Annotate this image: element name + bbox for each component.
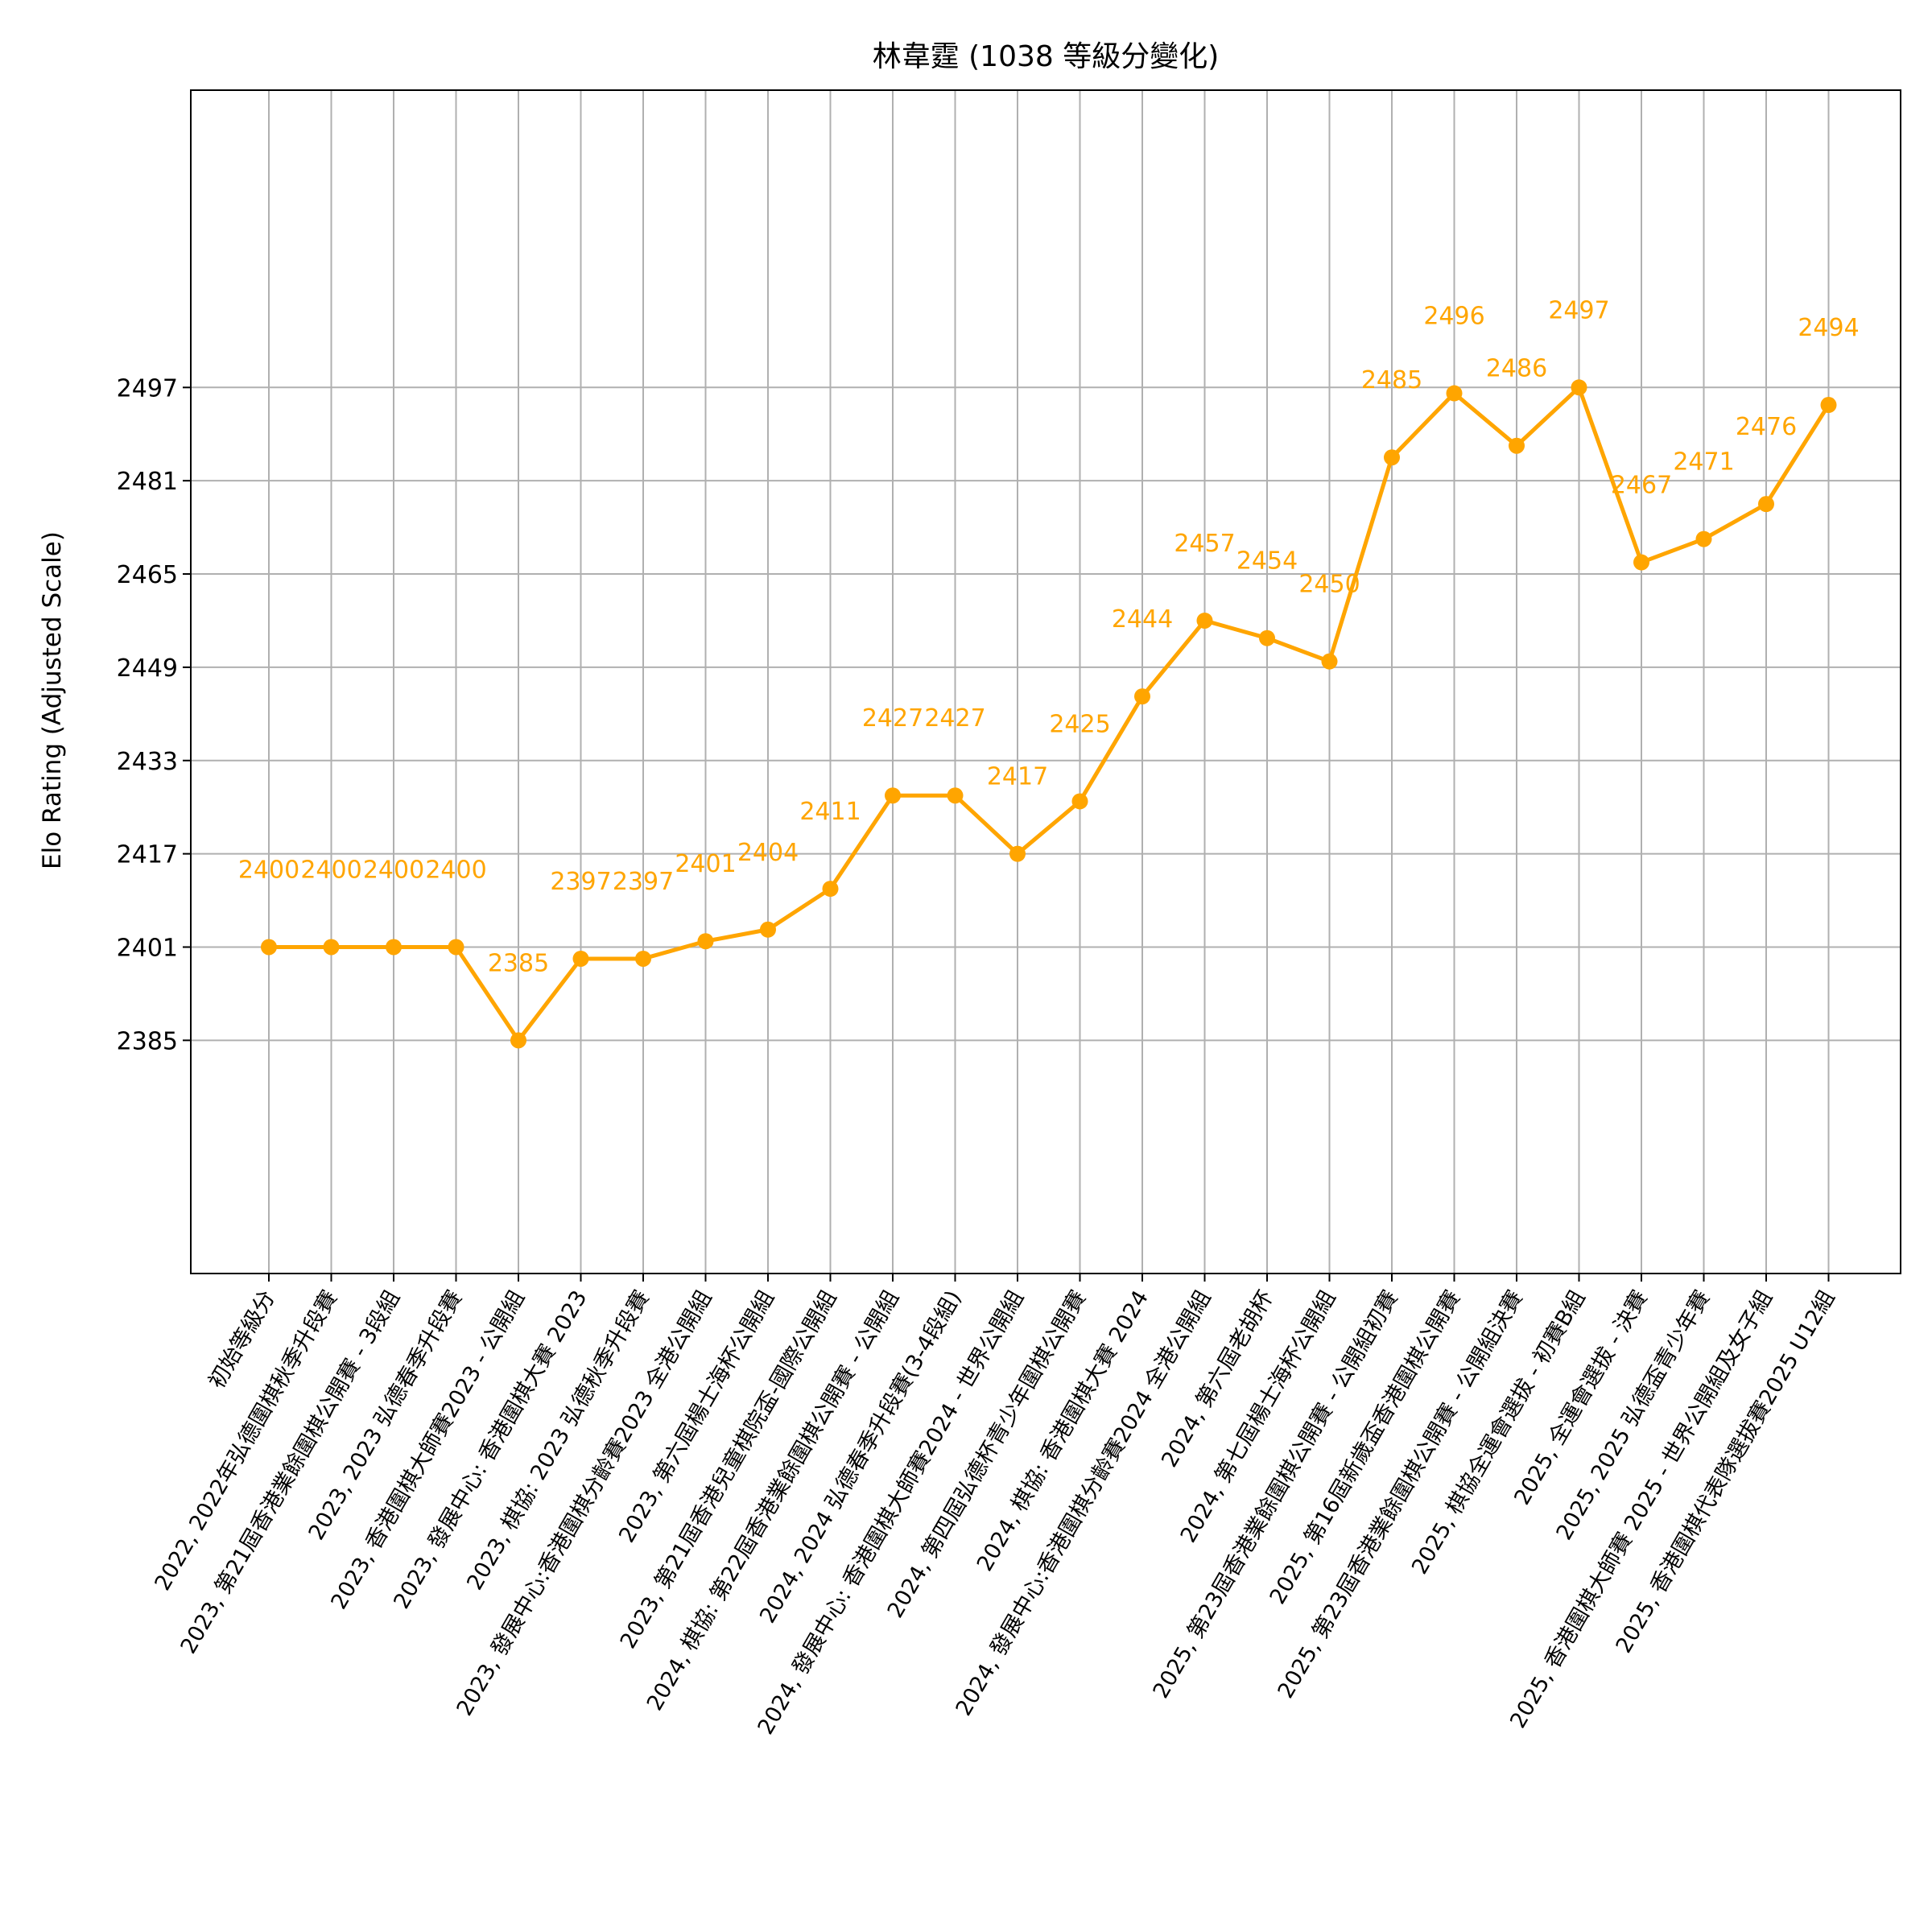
data-label: 2457	[1174, 530, 1235, 558]
y-tick-label: 2401	[117, 934, 178, 962]
data-label: 2397	[550, 868, 611, 896]
data-point	[1384, 449, 1400, 466]
data-label: 2450	[1298, 571, 1360, 599]
data-point	[947, 787, 964, 804]
data-point	[1134, 688, 1150, 705]
data-point	[386, 939, 402, 956]
data-point	[1758, 496, 1774, 513]
data-label: 2497	[1548, 296, 1609, 324]
data-points-group	[261, 379, 1837, 1049]
data-point	[885, 787, 901, 804]
data-point	[323, 939, 340, 956]
data-point	[448, 939, 464, 956]
y-tick-label: 2449	[117, 654, 178, 683]
data-label: 2476	[1736, 413, 1797, 441]
y-axis-ticks: 2385 2401 2417 2433 2449 2465 2481 2497	[117, 374, 191, 1055]
x-tick-label: 2024, 第六屆老胡杯	[1157, 1286, 1278, 1472]
data-label: 2444	[1112, 605, 1173, 634]
data-point	[1259, 630, 1275, 646]
data-label: 2417	[987, 763, 1048, 791]
data-label: 2471	[1673, 448, 1734, 477]
data-label: 2467	[1611, 472, 1672, 500]
data-label: 2411	[799, 798, 861, 826]
data-label: 2496	[1423, 303, 1484, 331]
data-label: 2385	[488, 949, 549, 977]
plot-frame	[190, 89, 1901, 1274]
data-label: 2404	[737, 839, 799, 867]
data-point	[822, 881, 839, 898]
series-line-group	[269, 385, 1831, 1042]
data-point	[635, 950, 651, 967]
data-point	[697, 933, 714, 950]
y-axis-label: Elo Rating (Adjusted Scale)	[38, 531, 67, 869]
data-label: 2427	[924, 704, 985, 733]
y-tick-label: 2433	[117, 748, 178, 776]
data-label: 2427	[862, 704, 923, 733]
y-tick-label: 2465	[117, 561, 178, 589]
data-point	[572, 950, 589, 967]
data-label: 2425	[1049, 710, 1110, 738]
grid-lines	[191, 90, 1901, 1274]
data-point	[760, 921, 776, 938]
chart-title: 林韋霆 (1038 等級分變化)	[873, 40, 1220, 73]
data-label: 2454	[1236, 547, 1298, 576]
data-label: 2397	[613, 868, 674, 896]
data-point	[1446, 385, 1463, 402]
data-point	[1695, 530, 1712, 547]
y-tick-label: 2481	[117, 468, 178, 496]
data-label: 2486	[1486, 355, 1547, 383]
data-point	[1009, 845, 1026, 862]
data-point	[261, 939, 277, 956]
data-label: 2400	[238, 856, 299, 884]
data-point	[1633, 554, 1649, 571]
series-line	[269, 385, 1831, 1042]
data-point	[1071, 793, 1088, 810]
data-point	[1820, 397, 1837, 414]
data-point	[1571, 379, 1587, 396]
data-label: 2400	[363, 856, 424, 884]
data-label: 2400	[425, 856, 486, 884]
data-label: 2485	[1361, 366, 1422, 394]
data-label: 2494	[1798, 314, 1859, 342]
y-tick-label: 2385	[117, 1027, 178, 1055]
data-label: 2400	[300, 856, 361, 884]
data-point	[510, 1032, 526, 1049]
y-tick-label: 2497	[117, 374, 178, 402]
data-point	[1321, 653, 1338, 670]
data-point	[1509, 437, 1525, 454]
y-tick-label: 2417	[117, 841, 178, 869]
data-point	[1196, 612, 1213, 629]
data-label: 2401	[675, 850, 736, 878]
